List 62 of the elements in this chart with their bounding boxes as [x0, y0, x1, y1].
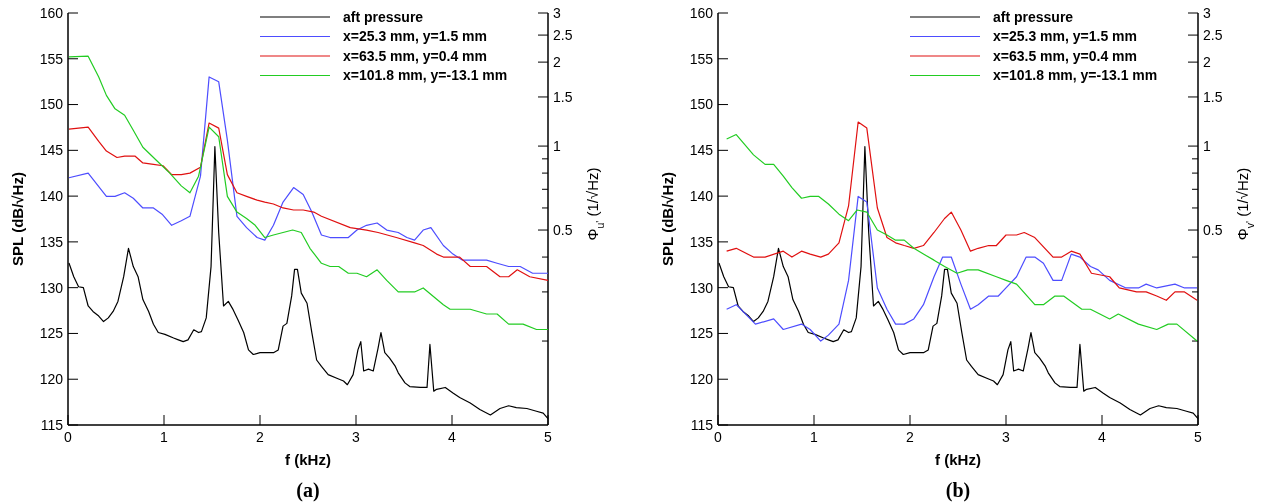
y-tick-label: 125	[39, 325, 64, 342]
y-tick-label: 135	[39, 233, 64, 250]
x-tick-label: 2	[906, 429, 915, 445]
x-tick-label: 1	[810, 429, 819, 445]
y-tick-label: 135	[689, 233, 714, 250]
legend-label: aft pressure	[993, 8, 1074, 25]
y-tick-label: 130	[689, 279, 714, 296]
line-series	[726, 133, 1198, 342]
legend-label: aft pressure	[343, 8, 424, 25]
y-tick-label: 130	[39, 279, 64, 296]
y-tick-label: 150	[689, 96, 714, 113]
x-tick-label: 2	[256, 429, 265, 445]
y-tick-label: 155	[39, 50, 64, 67]
y-tick-label: 140	[39, 188, 64, 205]
y2-tick-label: 2.5	[1203, 26, 1223, 43]
y2-tick-label: 0.5	[553, 221, 573, 238]
line-series	[726, 121, 1198, 301]
y2-tick-label: 1.5	[1203, 88, 1223, 105]
y-tick-label: 115	[40, 416, 64, 433]
x-tick-label: 5	[544, 429, 553, 445]
legend-label: x=63.5 mm, y=0.4 mm	[343, 47, 487, 64]
text: (a)	[296, 479, 320, 502]
legend-label: x=63.5 mm, y=0.4 mm	[993, 47, 1137, 64]
x-tick-label: 0	[714, 429, 723, 445]
legend-label: x=101.8 mm, y=-13.1 mm	[993, 67, 1158, 84]
x-tick-label: 3	[1002, 429, 1011, 445]
y-tick-label: 140	[689, 188, 714, 205]
y-tick-label: 125	[689, 325, 714, 342]
y-axis-title: SPL (dB/√Hz)	[9, 172, 26, 266]
y-tick-label: 145	[39, 142, 64, 159]
legend-label: x=25.3 mm, y=1.5 mm	[343, 28, 487, 45]
y-tick-label: 120	[689, 371, 714, 388]
y2-tick-label: 2	[1203, 54, 1211, 71]
line-series	[68, 122, 549, 281]
y2-tick-label: 1.5	[553, 88, 573, 105]
y-tick-label: 115	[690, 416, 714, 433]
y-tick-label: 160	[39, 4, 64, 21]
x-tick-label: 4	[1098, 429, 1107, 445]
x-tick-label: 3	[352, 429, 361, 445]
y-tick-label: 160	[689, 4, 714, 21]
y2-tick-label: 3	[1203, 4, 1211, 21]
y2-tick-label: 2.5	[553, 26, 573, 43]
y2-tick-label: 3	[553, 4, 561, 21]
x-axis-title: f (kHz)	[935, 451, 981, 468]
y2-tick-label: 2	[553, 54, 561, 71]
y-tick-label: 155	[689, 50, 714, 67]
text: (b)	[945, 479, 971, 502]
x-tick-label: 1	[160, 429, 169, 445]
legend-label: x=101.8 mm, y=-13.1 mm	[343, 67, 508, 84]
x-tick-label: 5	[1194, 429, 1203, 445]
y2-tick-label: 0.5	[1203, 221, 1223, 238]
x-axis-title: f (kHz)	[285, 451, 331, 468]
x-tick-label: 4	[448, 429, 457, 445]
y-tick-label: 145	[689, 142, 714, 159]
y2-tick-label: 1	[1203, 137, 1211, 154]
y-axis-title: SPL (dB/√Hz)	[659, 172, 676, 266]
x-tick-label: 0	[64, 429, 73, 445]
y-tick-label: 150	[39, 96, 64, 113]
line-series	[726, 195, 1198, 342]
y-tick-label: 120	[39, 371, 64, 388]
legend-label: x=25.3 mm, y=1.5 mm	[993, 28, 1137, 45]
y2-tick-label: 1	[553, 137, 561, 154]
